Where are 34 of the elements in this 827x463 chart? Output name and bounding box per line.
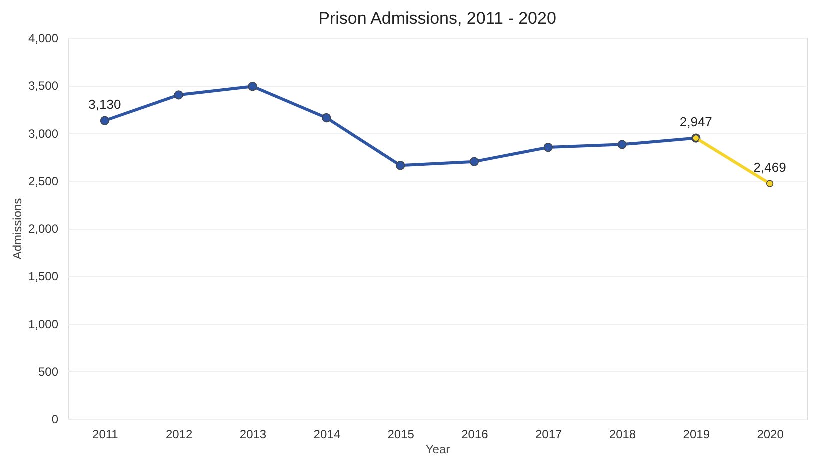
point: [766, 180, 774, 188]
y-tick-label: 1,000: [28, 317, 59, 332]
x-tick-label: 2013: [240, 428, 267, 442]
y-tick-label: 500: [38, 364, 59, 379]
x-tick-label: 2020: [757, 428, 784, 442]
x-tick-label: 2014: [314, 428, 341, 442]
y-tick-label: 2,000: [28, 222, 59, 236]
x-tick-label: 2016: [462, 428, 489, 442]
x-tick-label: 2011: [92, 428, 119, 442]
point: [322, 113, 332, 123]
y-tick-label: 3,000: [28, 126, 59, 141]
x-tick-label: 2019: [683, 428, 710, 442]
y-tick-label: 3,500: [28, 79, 59, 94]
point: [544, 142, 553, 152]
x-tick-label: 2018: [609, 428, 636, 442]
y-tick-label: 2,500: [28, 174, 59, 188]
point: [174, 90, 184, 100]
chart-title: Prison Admissions, 2011 - 2020: [318, 9, 556, 28]
point: [248, 82, 258, 92]
point: [470, 157, 480, 166]
data-label: 2,469: [754, 160, 786, 175]
point: [396, 161, 406, 170]
data-label: 2,947: [680, 114, 712, 130]
y-tick-label: 1,500: [28, 270, 59, 284]
data-label: 3,130: [88, 96, 122, 112]
point: [618, 140, 627, 150]
y-tick-label: 0: [52, 412, 59, 426]
y-axis-title: Admissions: [10, 198, 24, 260]
x-axis-title: Year: [426, 442, 450, 456]
y-tick-label: 4,000: [28, 32, 59, 46]
x-tick-label: 2017: [536, 428, 563, 442]
point: [100, 116, 110, 126]
x-tick-label: 2015: [388, 428, 415, 442]
x-tick-label: 2012: [166, 428, 194, 442]
